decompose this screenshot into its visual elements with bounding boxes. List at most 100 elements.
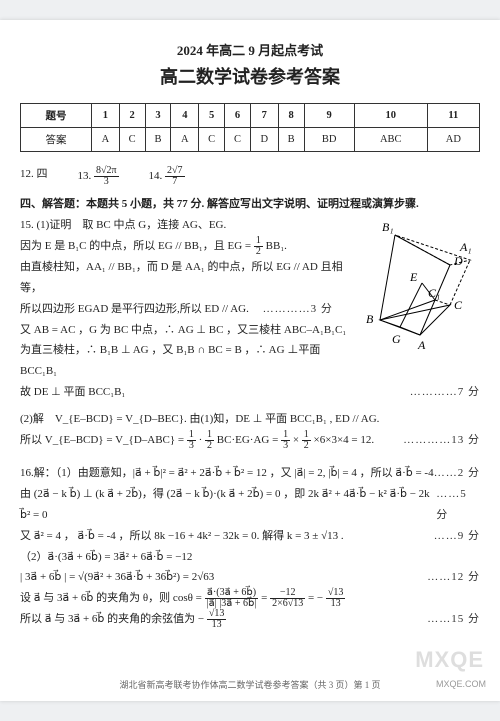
d: ……15 分 [427,609,480,630]
lbl-A: A [417,338,426,352]
ans-cell: A [92,128,120,152]
q15-l1a: 因为 E 是 B₁C 的中点，所以 EG // BB₁，且 EG = [20,240,254,252]
lbl-B: B [366,312,374,326]
q15-p2-l1: 所以 V_{E–BCD} = V_{D–ABC} = 13 · 12 BC·EG… [20,430,480,451]
f: 12 [205,430,214,451]
q16-l4: （2）a⃗·(3a⃗ + 6b⃗) = 3a⃗² + 6a⃗·b⃗ = −12 [20,547,480,568]
t: · [199,434,203,446]
f: −122×6√13 [270,588,305,609]
q15-l3a: 所以四边形 EGAD 是平行四边形,所以 ED // AG. [20,303,260,315]
q15-l3-dots: …………3 分 [263,303,333,315]
col-num: 3 [145,104,171,128]
q15-p2-dots: …………13 分 [403,430,480,451]
t: = [261,592,270,604]
q15-l6: 故 DE ⊥ 平面 BCC₁B₁ …………7 分 [20,382,480,403]
lbl-C1: C₁ [428,286,440,300]
ans-cell: D [250,128,278,152]
d: ……5 分 [436,484,480,526]
q13-frac: 8√2π 3 [94,166,119,187]
title-big: 高二数学试卷参考答案 [20,63,480,89]
ans-cell: C [225,128,251,152]
t: 所以 a⃗ 与 3a⃗ + 6b⃗ 的夹角的余弦值为 − [20,613,204,625]
table-row: 答案 A C B A C C D B BD ABC AD [21,128,480,152]
q12-val: 四 [37,168,48,180]
q14-frac: 2√7 7 [165,166,185,187]
f: 13 [187,430,196,451]
frac-d: 2 [254,247,263,257]
table-row: 题号 1 2 3 4 5 6 7 8 9 10 11 [21,104,480,128]
d: 3 [281,441,290,451]
q16-l1: 16.解：（1）由题意知，|a⃗ + b⃗|² = a⃗² + 2a⃗·b⃗ +… [20,463,480,484]
page-footer: 湖北省新高考联考协作体高二数学试卷参考答案（共 3 页）第 1 页 [0,678,500,691]
title-small: 2024 年高二 9 月起点考试 [20,40,480,59]
watermark: MXQE [415,647,484,673]
q14: 14. 2√7 7 [149,166,185,187]
ans-cell: B [145,128,171,152]
q16-block: 16.解：（1）由题意知，|a⃗ + b⃗|² = a⃗² + 2a⃗·b⃗ +… [20,463,480,630]
col-num: 8 [278,104,304,128]
q15-p2-left: 所以 V_{E–BCD} = V_{D–ABC} = 13 · 12 BC·EG… [20,430,374,451]
t: 所以 V_{E–BCD} = V_{D–ABC} = [20,434,187,446]
col-num: 1 [92,104,120,128]
answer-table: 题号 1 2 3 4 5 6 7 8 9 10 11 答案 A C B A C … [20,103,480,152]
col-num: 6 [225,104,251,128]
prism-figure: A B C D E G A₁ B₁ C₁ [360,215,480,355]
t: | 3a⃗ + 6b⃗ | = √(9a⃗² + 36a⃗·b⃗ + 36b⃗²… [20,567,214,588]
q16-l6: 设 a⃗ 与 3a⃗ + 6b⃗ 的夹角为 θ，则 cosθ = a⃗·(3a⃗… [20,588,480,609]
ans-cell: C [119,128,145,152]
d: 13 [326,599,346,609]
ans-cell: A [171,128,199,152]
fill-answers: 12. 四 13. 8√2π 3 14. 2√7 7 [20,166,480,187]
header-label: 题号 [21,104,92,128]
d: ……12 分 [427,567,480,588]
answer-label: 答案 [21,128,92,152]
col-num: 5 [199,104,225,128]
t: 由 (2a⃗ − k b⃗) ⊥ (k a⃗ + 2b⃗)，得 (2a⃗ − k… [20,484,436,526]
d: ……9 分 [434,526,480,547]
q15-l6-dots: …………7 分 [410,382,480,403]
f: 13 [281,430,290,451]
col-num: 2 [119,104,145,128]
q14-label: 14. [149,170,163,182]
lbl-C: C [454,298,463,312]
t: × [293,434,299,446]
t: = − [308,592,323,604]
d: 13 [207,620,227,630]
lbl-B1: B₁ [382,220,394,234]
t: ×6×3×4 = 12. [314,434,375,446]
ans-cell: BD [304,128,354,152]
page: 2024 年高二 9 月起点考试 高二数学试卷参考答案 题号 1 2 3 4 5… [0,20,500,701]
t: BC·EG·AG = [217,434,281,446]
f: √1313 [207,609,227,630]
d: ……2 分 [434,463,480,484]
t: 16.解：（1）由题意知，|a⃗ + b⃗|² = a⃗² + 2a⃗·b⃗ +… [20,463,434,484]
f: 12 [302,430,311,451]
q15-l1-frac: 1 2 [254,236,263,257]
lbl-A1: A₁ [459,240,472,254]
prism-svg: A B C D E G A₁ B₁ C₁ [360,215,480,355]
q13-den: 3 [94,177,119,187]
q13: 13. 8√2π 3 [78,166,119,187]
lbl-G: G [392,332,401,346]
q15-l6a: 故 DE ⊥ 平面 BCC₁B₁ [20,382,125,403]
t: 又 a⃗² = 4 ， a⃗·b⃗ = -4 ，所以 8k −16 + 4k² … [20,526,344,547]
q13-label: 13. [78,170,92,182]
f: √1313 [326,588,346,609]
lbl-D: D [453,254,463,268]
q12-label: 12. [20,168,34,180]
col-num: 9 [304,104,354,128]
section4-head: 四、解答题：本题共 5 小题，共 77 分. 解答应写出文字说明、证明过程或演算… [20,195,480,211]
col-num: 4 [171,104,199,128]
q14-den: 7 [165,177,185,187]
lbl-E: E [409,270,418,284]
ans-cell: AD [427,128,479,152]
q16-l3: 又 a⃗² = 4 ， a⃗·b⃗ = -4 ，所以 8k −16 + 4k² … [20,526,480,547]
d: 2×6√13 [270,599,305,609]
d: 2 [205,441,214,451]
q15-p2-head: (2)解 V_{E–BCD} = V_{D–BEC}. 由(1)知，DE ⊥ 平… [20,409,480,430]
d: 3 [187,441,196,451]
ans-cell: C [199,128,225,152]
col-num: 7 [250,104,278,128]
d: 2 [302,441,311,451]
q16-l7: 所以 a⃗ 与 3a⃗ + 6b⃗ 的夹角的余弦值为 − √1313 ……15 … [20,609,480,630]
